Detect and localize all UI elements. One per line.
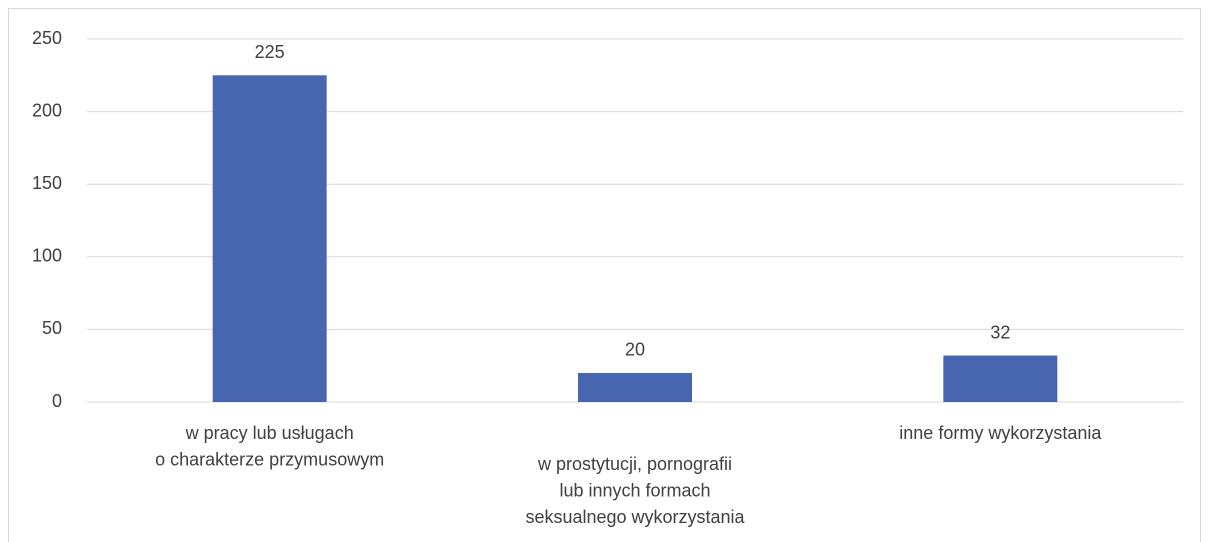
- y-tick-label: 100: [32, 246, 62, 266]
- y-tick-label: 250: [32, 28, 62, 48]
- bar: [943, 355, 1058, 402]
- chart-frame: [8, 8, 1201, 542]
- x-tick-label: o charakterze przymusowym: [155, 449, 384, 469]
- y-tick-label: 200: [32, 100, 62, 120]
- bar: [578, 372, 692, 402]
- x-tick-label: seksualnego wykorzystania: [525, 507, 745, 527]
- data-label: 225: [255, 42, 285, 62]
- y-tick-label: 0: [52, 391, 62, 411]
- data-label: 20: [625, 340, 645, 360]
- y-tick-label: 50: [42, 318, 62, 338]
- bar: [212, 75, 327, 403]
- y-tick-label: 150: [32, 173, 62, 193]
- x-tick-label: inne formy wykorzystania: [899, 423, 1102, 443]
- x-tick-label: w prostytucji, pornografii: [537, 454, 732, 474]
- x-tick-label: w pracy lub usługach: [185, 423, 354, 443]
- data-label: 32: [990, 322, 1010, 342]
- x-tick-label: lub innych formach: [559, 480, 710, 500]
